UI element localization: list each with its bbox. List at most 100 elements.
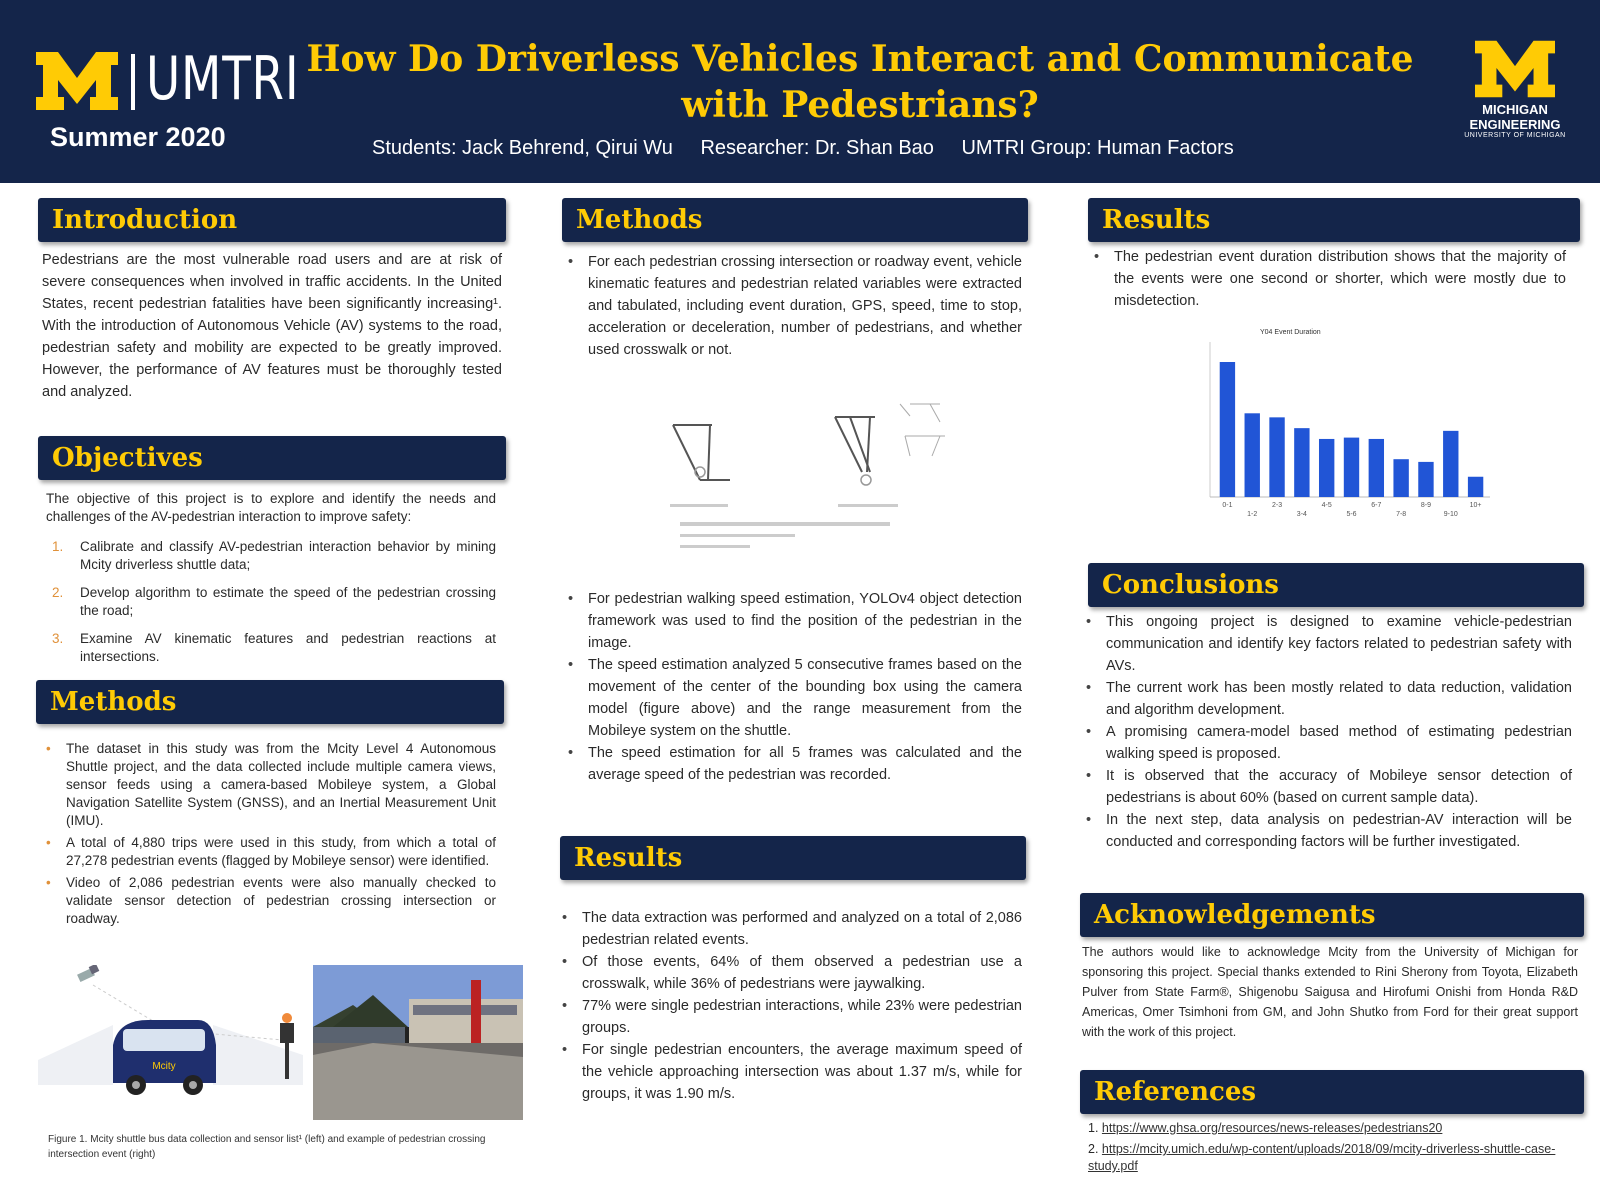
camera-model-diagram <box>670 403 945 548</box>
reference-item: 2. https://mcity.umich.edu/wp-content/up… <box>1088 1141 1558 1175</box>
list-item: A total of 4,880 trips were used in this… <box>44 834 496 870</box>
x-tick-label: 5-6 <box>1346 511 1356 518</box>
list-item: The speed estimation analyzed 5 consecut… <box>566 654 1022 742</box>
methods-mid-top-list: For each pedestrian crossing intersectio… <box>566 251 1022 361</box>
x-tick-label: 10+ <box>1470 502 1482 509</box>
methods-left-heading: Methods <box>36 680 504 724</box>
list-item: For single pedestrian encounters, the av… <box>560 1039 1022 1105</box>
chart-bar <box>1393 459 1409 497</box>
list-text: Calibrate and classify AV-pedestrian int… <box>80 539 496 572</box>
logo-line-university: UNIVERSITY OF MICHIGAN <box>1464 132 1566 139</box>
x-tick-label: 9-10 <box>1444 511 1458 518</box>
list-number: 3. <box>52 631 64 646</box>
methods-mid-bottom-list: For pedestrian walking speed estimation,… <box>566 588 1022 786</box>
reference-number: 2. <box>1088 1142 1099 1156</box>
shuttle-sensor-illustration: Mcity <box>38 965 303 1095</box>
list-item: This ongoing project is designed to exam… <box>1084 611 1572 677</box>
satellite-icon <box>77 965 100 983</box>
list-text: Develop algorithm to estimate the speed … <box>80 585 496 618</box>
poster-title: How Do Driverless Vehicles Interact and … <box>306 38 1414 126</box>
list-item: 3. Examine AV kinematic features and pede… <box>46 630 496 666</box>
introduction-heading: Introduction <box>38 198 506 242</box>
objectives-list: 1. Calibrate and classify AV-pedestrian i… <box>46 538 496 666</box>
references-list: 1. https://www.ghsa.org/resources/news-r… <box>1088 1120 1558 1175</box>
chart-bar <box>1368 438 1385 497</box>
x-tick-label: 0-1 <box>1222 502 1232 509</box>
conclusions-heading: Conclusions <box>1088 563 1584 607</box>
logo-line-michigan: MICHIGAN <box>1482 102 1548 117</box>
chart-bar <box>1318 438 1335 497</box>
list-item: 77% were single pedestrian interactions,… <box>560 995 1022 1039</box>
shuttle-bus: Mcity <box>113 1020 216 1095</box>
block-m-logo <box>36 52 118 110</box>
x-tick-label: 6-7 <box>1371 502 1381 509</box>
chart-bar <box>1418 461 1434 497</box>
author-byline: Students: Jack Behrend, Qirui Wu Researc… <box>372 137 1256 160</box>
conclusions-list: This ongoing project is designed to exam… <box>1084 611 1572 853</box>
list-item: 1. Calibrate and classify AV-pedestrian i… <box>46 538 496 574</box>
students-label: Students: Jack Behrend, Qirui Wu <box>372 137 673 159</box>
chart-bar <box>1269 417 1285 497</box>
list-item: 2. Develop algorithm to estimate the spee… <box>46 584 496 620</box>
shuttle-label: Mcity <box>152 1061 175 1072</box>
objectives-section: The objective of this project is to expl… <box>46 490 496 676</box>
chart-bar <box>1294 428 1310 497</box>
reference-link[interactable]: https://www.ghsa.org/resources/news-rele… <box>1101 1121 1443 1135</box>
researcher-label: Researcher: Dr. Shan Bao <box>700 137 934 159</box>
results-mid-list: The data extraction was performed and an… <box>560 907 1022 1105</box>
list-text: Examine AV kinematic features and pedest… <box>80 631 496 664</box>
list-item: It is observed that the accuracy of Mobi… <box>1084 765 1572 809</box>
umtri-wordmark: UMTRI <box>146 44 300 114</box>
reference-item: 1. https://www.ghsa.org/resources/news-r… <box>1088 1120 1558 1137</box>
intersection-photo <box>313 965 523 1120</box>
reference-link[interactable]: https://mcity.umich.edu/wp-content/uploa… <box>1088 1142 1556 1173</box>
season-label: Summer 2020 <box>50 122 226 152</box>
figure-caption: Figure 1. Mcity shuttle bus data collect… <box>48 1134 486 1160</box>
list-number: 2. <box>52 585 64 600</box>
list-item: The current work has been mostly related… <box>1084 677 1572 721</box>
methods-left-list: The dataset in this study was from the M… <box>44 740 496 928</box>
x-tick-label: 2-3 <box>1272 502 1282 509</box>
chart-bar <box>1244 413 1260 497</box>
methods-mid-heading: Methods <box>562 198 1028 242</box>
conclusions-text: This ongoing project is designed to exam… <box>1084 611 1572 853</box>
results-right-text: The pedestrian event duration distributi… <box>1092 246 1566 312</box>
x-tick-label: 7-8 <box>1396 511 1406 518</box>
reference-number: 1. <box>1088 1121 1099 1135</box>
acknowledgements-text: The authors would like to acknowledge Mc… <box>1082 945 1578 1039</box>
list-item: For pedestrian walking speed estimation,… <box>566 588 1022 654</box>
objectives-intro: The objective of this project is to expl… <box>46 491 496 524</box>
list-item: In the next step, data analysis on pedes… <box>1084 809 1572 853</box>
methods-left-text: The dataset in this study was from the M… <box>44 740 496 928</box>
x-tick-label: 3-4 <box>1297 511 1307 518</box>
results-mid-text: The data extraction was performed and an… <box>560 907 1022 1105</box>
list-number: 1. <box>52 539 64 554</box>
methods-mid-bottom-text: For pedestrian walking speed estimation,… <box>566 588 1022 786</box>
chart-bar <box>1443 430 1459 497</box>
list-item: Video of 2,086 pedestrian events were al… <box>44 874 496 928</box>
chart-bar <box>1467 476 1484 497</box>
list-item: The dataset in this study was from the M… <box>44 740 496 830</box>
logo-divider <box>131 54 135 110</box>
results-right-list: The pedestrian event duration distributi… <box>1092 246 1566 312</box>
results-mid-heading: Results <box>560 836 1026 880</box>
x-tick-label: 8-9 <box>1421 502 1431 509</box>
traffic-signal-icon <box>280 1013 294 1079</box>
methods-mid-top-text: For each pedestrian crossing intersectio… <box>566 251 1022 361</box>
logo-line-engineering: ENGINEERING <box>1469 117 1561 132</box>
list-item: Of those events, 64% of them observed a … <box>560 951 1022 995</box>
objectives-heading: Objectives <box>38 436 506 480</box>
references-heading: References <box>1080 1070 1584 1114</box>
acknowledgements-heading: Acknowledgements <box>1080 893 1584 937</box>
chart-bar <box>1219 362 1236 497</box>
group-label: UMTRI Group: Human Factors <box>961 137 1234 159</box>
chart-bar <box>1343 437 1360 497</box>
x-tick-label: 4-5 <box>1322 502 1332 509</box>
list-item: The pedestrian event duration distributi… <box>1092 246 1566 312</box>
event-duration-chart: Y04 Event Duration 0-1 1-2 2-3 3-4 4-5 5-6 6-7… <box>1209 329 1490 518</box>
list-item: A promising camera-model based method of… <box>1084 721 1572 765</box>
chart-title: Y04 Event Duration <box>1260 329 1321 336</box>
list-item: The data extraction was performed and an… <box>560 907 1022 951</box>
poster-header: UMTRI Summer 2020 How Do Driverless Vehi… <box>0 0 1600 183</box>
michigan-engineering-logo: MICHIGAN ENGINEERING UNIVERSITY OF MICHI… <box>1455 40 1575 139</box>
